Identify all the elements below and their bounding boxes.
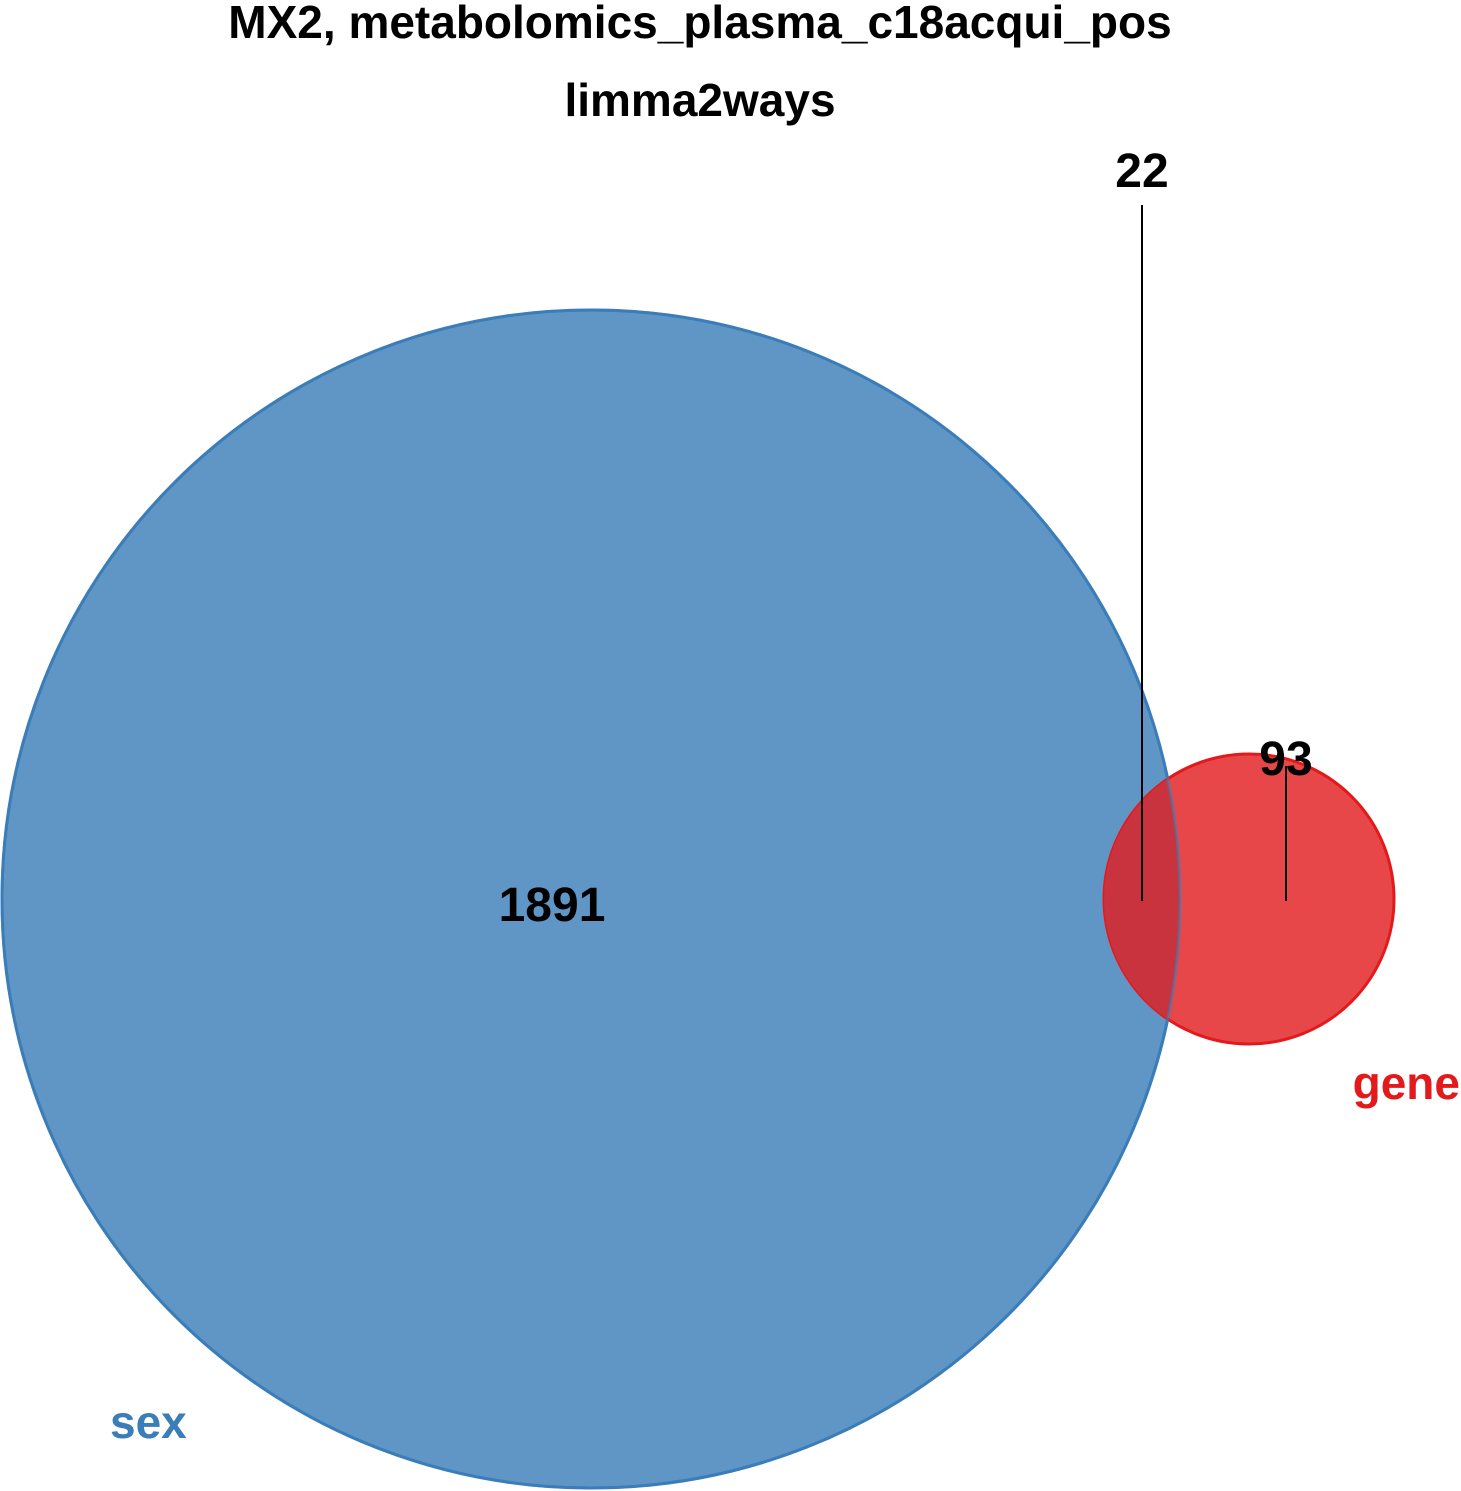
intersection-count: 22 (1115, 145, 1168, 198)
diagram-title: MX2, metabolomics_plasma_c18acqui_pos (228, 0, 1171, 48)
gene-only-count: 93 (1259, 733, 1312, 786)
diagram-subtitle: limma2ways (564, 74, 835, 126)
sex-set-outline (0, 308, 1182, 1490)
sex-set-label: sex (110, 1396, 187, 1448)
gene-set-label: gene (1353, 1057, 1460, 1109)
sex-only-count: 1891 (499, 879, 606, 932)
